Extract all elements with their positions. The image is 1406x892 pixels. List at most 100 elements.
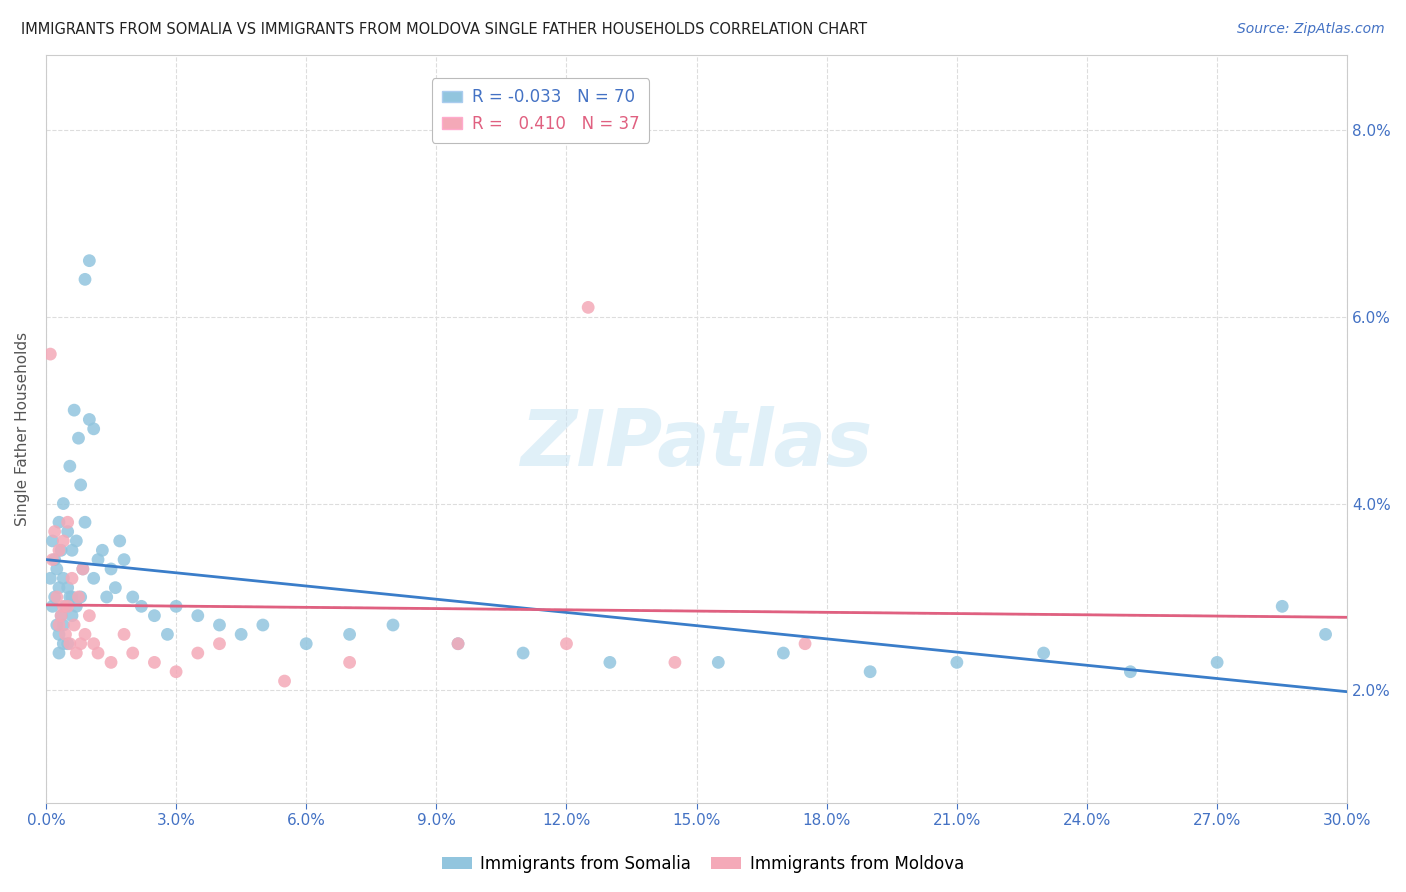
Point <box>208 637 231 651</box>
Point <box>65 646 87 660</box>
Point <box>39 347 62 361</box>
Point <box>56 599 79 614</box>
Point <box>208 618 231 632</box>
Point <box>576 301 599 315</box>
Point <box>63 403 86 417</box>
Point <box>55 627 77 641</box>
Point <box>60 543 83 558</box>
Point <box>48 543 70 558</box>
Point <box>65 533 87 548</box>
Point <box>143 656 166 670</box>
Legend: Immigrants from Somalia, Immigrants from Moldova: Immigrants from Somalia, Immigrants from… <box>436 848 970 880</box>
Point <box>67 431 90 445</box>
Point <box>49 608 72 623</box>
Point <box>1315 627 1337 641</box>
Point <box>83 637 105 651</box>
Point <box>946 656 969 670</box>
Point <box>1206 656 1229 670</box>
Point <box>45 618 67 632</box>
Point <box>45 562 67 576</box>
Point <box>121 646 143 660</box>
Point <box>69 637 91 651</box>
Point <box>87 552 110 566</box>
Point <box>69 590 91 604</box>
Point <box>69 478 91 492</box>
Point <box>447 637 470 651</box>
Point <box>143 608 166 623</box>
Point <box>79 412 101 426</box>
Point <box>73 515 96 529</box>
Point <box>1119 665 1142 679</box>
Point <box>44 552 66 566</box>
Point <box>83 422 105 436</box>
Text: Source: ZipAtlas.com: Source: ZipAtlas.com <box>1237 22 1385 37</box>
Point <box>112 627 135 641</box>
Point <box>100 562 122 576</box>
Point <box>339 627 361 641</box>
Point <box>60 608 83 623</box>
Point <box>44 590 66 604</box>
Point <box>44 524 66 539</box>
Point <box>49 543 72 558</box>
Point <box>83 571 105 585</box>
Point <box>707 656 730 670</box>
Point <box>96 590 118 604</box>
Point <box>41 533 63 548</box>
Point <box>1271 599 1294 614</box>
Point <box>49 608 72 623</box>
Point <box>447 637 470 651</box>
Point <box>56 637 79 651</box>
Point <box>59 637 82 651</box>
Point <box>382 618 405 632</box>
Point <box>231 627 253 641</box>
Point <box>664 656 686 670</box>
Point <box>252 618 274 632</box>
Point <box>48 581 70 595</box>
Point <box>187 646 209 660</box>
Point <box>165 599 187 614</box>
Point <box>131 599 153 614</box>
Point <box>59 590 82 604</box>
Point <box>60 571 83 585</box>
Point <box>104 581 127 595</box>
Point <box>48 618 70 632</box>
Point <box>73 627 96 641</box>
Point <box>63 618 86 632</box>
Point <box>79 253 101 268</box>
Point <box>48 515 70 529</box>
Point <box>1032 646 1054 660</box>
Point <box>121 590 143 604</box>
Point <box>52 533 75 548</box>
Point <box>65 599 87 614</box>
Point <box>41 599 63 614</box>
Point <box>48 646 70 660</box>
Point <box>339 656 361 670</box>
Point <box>72 562 94 576</box>
Point <box>108 533 131 548</box>
Point <box>39 571 62 585</box>
Point <box>56 581 79 595</box>
Point <box>794 637 817 651</box>
Point <box>67 590 90 604</box>
Point <box>512 646 534 660</box>
Point <box>555 637 578 651</box>
Point <box>599 656 621 670</box>
Point <box>859 665 882 679</box>
Point <box>100 656 122 670</box>
Point <box>52 599 75 614</box>
Point <box>45 590 67 604</box>
Point <box>79 608 101 623</box>
Point <box>156 627 179 641</box>
Point <box>273 674 295 689</box>
Point <box>52 497 75 511</box>
Point <box>52 571 75 585</box>
Point <box>73 272 96 286</box>
Point <box>55 599 77 614</box>
Point <box>59 459 82 474</box>
Point <box>112 552 135 566</box>
Text: IMMIGRANTS FROM SOMALIA VS IMMIGRANTS FROM MOLDOVA SINGLE FATHER HOUSEHOLDS CORR: IMMIGRANTS FROM SOMALIA VS IMMIGRANTS FR… <box>21 22 868 37</box>
Point <box>41 552 63 566</box>
Point <box>56 524 79 539</box>
Point <box>60 590 83 604</box>
Text: ZIPatlas: ZIPatlas <box>520 406 873 482</box>
